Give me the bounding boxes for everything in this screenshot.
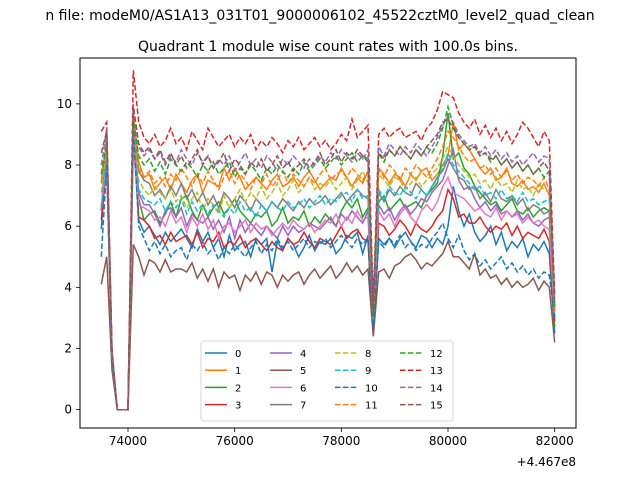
y-tick-label: 6: [64, 219, 72, 233]
series-line-11: [100, 112, 556, 411]
y-tick-label: 2: [64, 341, 72, 355]
legend-label-0: 0: [235, 349, 241, 360]
legend-label-12: 12: [430, 349, 443, 360]
y-tick-label: 8: [64, 158, 72, 172]
legend-label-13: 13: [430, 366, 443, 377]
y-tick-label: 4: [64, 280, 72, 294]
legend-label-9: 9: [365, 366, 371, 377]
axes-title: Quadrant 1 module wise count rates with …: [138, 39, 518, 55]
x-tick-label: 76000: [216, 434, 254, 448]
y-axis-ticks: 0 2 4 6 8 10: [57, 97, 80, 417]
series-line-4: [100, 128, 556, 411]
x-tick-label: 82000: [536, 434, 574, 448]
legend-frame: [200, 340, 454, 422]
x-tick-label: 80000: [429, 434, 467, 448]
series-line-8: [100, 131, 556, 411]
legend-label-10: 10: [365, 383, 378, 394]
legend-label-11: 11: [365, 401, 378, 412]
legend-label-8: 8: [365, 349, 371, 360]
axes-frame: [79, 57, 577, 429]
legend-label-7: 7: [300, 401, 306, 412]
legend-label-14: 14: [430, 383, 443, 394]
legend-label-4: 4: [300, 349, 306, 360]
series-line-1: [100, 116, 556, 411]
figure-suptitle: n file: modeM0/AS1A13_031T01_9000006102_…: [45, 8, 594, 24]
x-axis-ticks: 74000 76000 78000 80000 82000: [109, 428, 574, 448]
legend-label-6: 6: [300, 383, 306, 394]
y-tick-label: 10: [57, 97, 72, 111]
legend-label-1: 1: [235, 366, 241, 377]
series-line-10: [100, 128, 556, 411]
series-line-7: [100, 119, 556, 411]
legend-label-2: 2: [235, 383, 241, 394]
series-line-6: [100, 146, 556, 411]
series-line-15: [100, 106, 556, 411]
legend-label-15: 15: [430, 401, 443, 412]
series-layer: [100, 70, 556, 411]
series-line-9: [100, 137, 556, 411]
legend-label-3: 3: [235, 401, 241, 412]
series-line-14: [100, 103, 556, 411]
x-tick-label: 74000: [109, 434, 147, 448]
legend-label-5: 5: [300, 366, 306, 377]
series-line-5: [100, 239, 556, 411]
x-axis-offset-label: +4.467e8: [517, 455, 576, 469]
series-line-13: [100, 70, 556, 411]
x-tick-label: 78000: [322, 434, 360, 448]
series-line-2: [100, 112, 556, 411]
y-tick-label: 0: [64, 403, 72, 417]
series-line-0: [100, 122, 556, 411]
